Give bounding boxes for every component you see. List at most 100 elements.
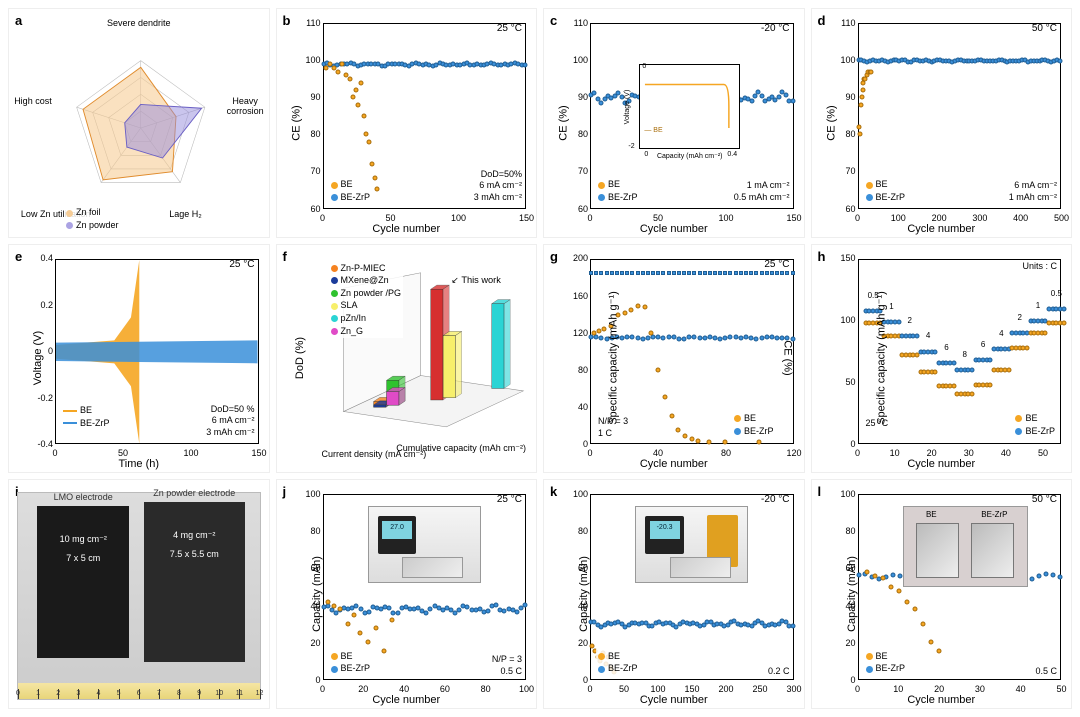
data-point — [988, 382, 993, 387]
panel-label: g — [550, 249, 558, 264]
data-point — [1058, 58, 1063, 63]
data-point — [896, 320, 901, 325]
xtick: 0 — [587, 684, 592, 694]
legend: Zn foilZn powder — [64, 205, 121, 232]
ytick: 80 — [305, 526, 321, 536]
data-point — [790, 98, 795, 103]
radar-vertex: Severe dendrite — [107, 18, 171, 28]
legend: BEBE-ZrP — [61, 403, 112, 430]
panel-f: f↙ This workDoD (%)Current density (mA c… — [276, 244, 538, 474]
ytick: 90 — [840, 92, 856, 102]
panel-j: j27.0Capacity (mAh)Cycle number020406080… — [276, 479, 538, 709]
data-point — [689, 436, 694, 441]
xtick: 40 — [653, 448, 663, 458]
data-point — [622, 310, 627, 315]
data-point — [912, 607, 917, 612]
annotation: 1 C — [598, 428, 612, 438]
ytick: 80 — [572, 129, 588, 139]
ytick: 100 — [572, 489, 588, 499]
xtick: 0 — [855, 213, 860, 223]
legend: BEBE-ZrP — [732, 411, 776, 438]
panel-g: gSpecific capacity (mAh g⁻¹)Cycle number… — [543, 244, 805, 474]
annotation: 3 mAh cm⁻² — [206, 427, 254, 438]
data-point — [676, 427, 681, 432]
x-axis-label: Cycle number — [907, 694, 975, 706]
xtick: 10 — [893, 684, 903, 694]
ytick: 40 — [305, 601, 321, 611]
y-axis-label: Specific capacity (mAh g⁻¹) — [874, 292, 887, 426]
panel-k: k-20.3Capacity (mAh)Cycle number02040608… — [543, 479, 805, 709]
data-point — [348, 77, 353, 82]
xtick: 0 — [855, 448, 860, 458]
data-point — [337, 607, 342, 612]
temperature-label: 25 °C — [497, 23, 522, 34]
data-point — [364, 132, 369, 137]
data-point — [951, 383, 956, 388]
data-point — [749, 98, 754, 103]
data-point — [325, 599, 330, 604]
data-point — [880, 575, 885, 580]
panel-label: d — [818, 13, 826, 28]
xtick: 60 — [440, 684, 450, 694]
x-axis-label: Cycle number — [640, 458, 708, 470]
xtick: 0 — [587, 213, 592, 223]
data-point — [357, 631, 362, 636]
data-point — [696, 438, 701, 443]
ytick: 60 — [305, 563, 321, 573]
data-point — [656, 367, 661, 372]
ytick: 40 — [572, 402, 588, 412]
xtick: 80 — [721, 448, 731, 458]
xtick: 30 — [975, 684, 985, 694]
xtick: 150 — [519, 213, 534, 223]
ytick: 0 — [840, 439, 856, 449]
x-axis-label: Cycle number — [372, 694, 440, 706]
data-point — [369, 161, 374, 166]
data-point — [345, 621, 350, 626]
data-point — [904, 599, 909, 604]
xtick: 250 — [752, 684, 767, 694]
annotation: 1 mA cm⁻² — [747, 180, 790, 191]
xtick: 50 — [1056, 684, 1066, 694]
xtick: 80 — [481, 684, 491, 694]
ytick: 80 — [305, 129, 321, 139]
xtick: 150 — [684, 684, 699, 694]
data-point — [970, 367, 975, 372]
ytick: 150 — [840, 253, 856, 263]
ytick: 60 — [572, 204, 588, 214]
annotation: 0.5 C — [500, 666, 522, 676]
zn-powder-electrode: Zn powder electrode4 mg cm⁻²7.5 x 5.5 cm — [144, 502, 245, 662]
ytick: 100 — [840, 489, 856, 499]
data-point — [857, 124, 862, 129]
data-point — [869, 69, 874, 74]
ytick: 0.2 — [37, 300, 53, 310]
panel-i: iLMO electrode10 mg cm⁻²7 x 5 cmZn powde… — [8, 479, 270, 709]
data-point — [872, 574, 877, 579]
ytick: 60 — [840, 204, 856, 214]
ytick: 0 — [572, 675, 588, 685]
ytick: 0 — [840, 675, 856, 685]
annotation: 6 mA cm⁻² — [479, 180, 522, 191]
data-point — [1058, 574, 1063, 579]
xtick: 150 — [251, 448, 266, 458]
ytick: 0 — [37, 346, 53, 356]
xtick: 500 — [1054, 213, 1069, 223]
panel-h: h0.51246864210.5Specific capacity (mAh g… — [811, 244, 1073, 474]
ytick: 80 — [572, 365, 588, 375]
ytick: 100 — [572, 55, 588, 65]
data-point — [706, 439, 711, 444]
xtick: 0 — [320, 684, 325, 694]
temperature-label: -20 °C — [761, 494, 789, 505]
xtick: 50 — [385, 213, 395, 223]
xtick: 200 — [718, 684, 733, 694]
temperature-label: 50 °C — [1032, 494, 1057, 505]
ytick: 80 — [572, 526, 588, 536]
xtick: 50 — [619, 684, 629, 694]
temperature-label: -20 °C — [761, 23, 789, 34]
xtick: 0 — [52, 448, 57, 458]
radar-vertex: Lage H₂ — [169, 209, 202, 219]
inset-photo: 27.0 — [368, 506, 481, 583]
ytick: 100 — [840, 315, 856, 325]
data-point — [485, 609, 490, 614]
xtick: 20 — [934, 684, 944, 694]
data-point — [896, 588, 901, 593]
